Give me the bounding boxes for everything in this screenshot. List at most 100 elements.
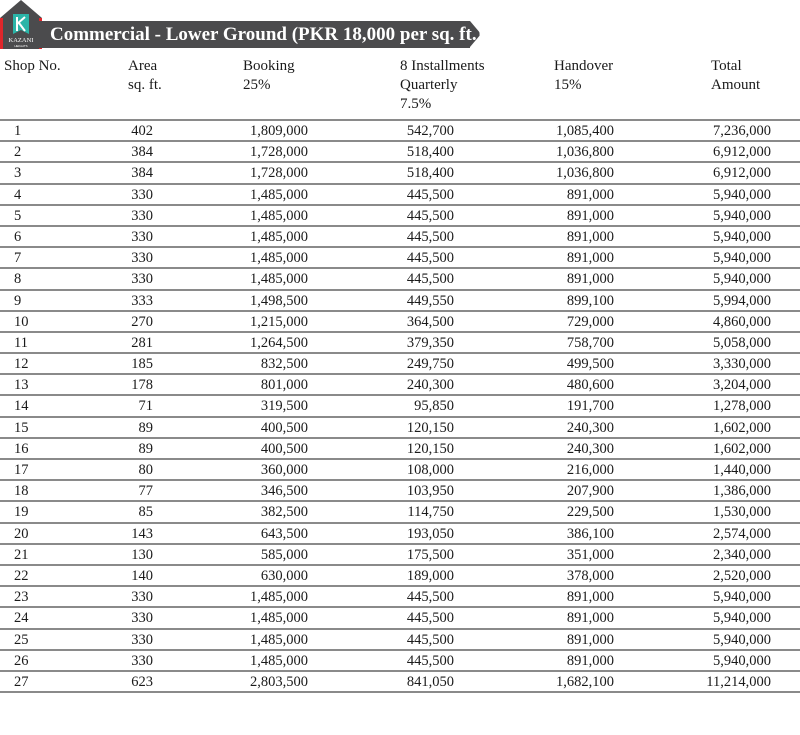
table-row: 6 330 1,485,000 445,500 891,000 5,940,000 bbox=[0, 224, 800, 246]
cell-handover: 891,000 bbox=[566, 186, 614, 203]
cell-handover: 191,700 bbox=[566, 398, 614, 415]
cell-handover: 891,000 bbox=[566, 631, 614, 648]
cell-installment: 542,700 bbox=[406, 123, 454, 139]
cell-area: 178 bbox=[131, 377, 153, 394]
cell-installment: 445,500 bbox=[406, 207, 454, 224]
cell-area: 330 bbox=[131, 652, 153, 669]
cell-installment: 249,750 bbox=[406, 356, 454, 373]
cell-area: 85 bbox=[138, 504, 154, 521]
cell-handover: 207,900 bbox=[566, 483, 614, 500]
cell-area: 330 bbox=[131, 271, 153, 288]
table-row: 5 330 1,485,000 445,500 891,000 5,940,000 bbox=[0, 203, 800, 225]
cell-shop-no: 27 bbox=[14, 673, 29, 690]
cell-handover: 216,000 bbox=[566, 462, 614, 478]
cell-shop-no: 26 bbox=[14, 652, 29, 669]
cell-total: 5,940,000 bbox=[713, 652, 771, 669]
cell-shop-no: 9 bbox=[14, 292, 22, 309]
cell-installment: 103,950 bbox=[406, 483, 454, 500]
cell-total: 3,330,000 bbox=[713, 356, 771, 373]
cell-area: 333 bbox=[131, 292, 153, 309]
cell-shop-no: 24 bbox=[14, 610, 29, 627]
cell-handover: 229,500 bbox=[566, 504, 614, 521]
cell-handover: 499,500 bbox=[566, 356, 614, 373]
cell-handover: 891,000 bbox=[566, 207, 614, 224]
cell-shop-no: 14 bbox=[14, 398, 29, 415]
table-row: 19 85 382,500 114,750 229,500 1,530,000 bbox=[0, 500, 800, 521]
cell-shop-no: 17 bbox=[14, 462, 29, 478]
cell-booking: 1,498,500 bbox=[250, 292, 308, 309]
table-row: 23 330 1,485,000 445,500 891,000 5,940,000 bbox=[0, 585, 800, 606]
cell-total: 5,940,000 bbox=[713, 207, 771, 224]
cell-booking: 400,500 bbox=[260, 440, 308, 457]
cell-shop-no: 2 bbox=[14, 144, 22, 161]
cell-shop-no: 22 bbox=[14, 567, 29, 584]
cell-booking: 832,500 bbox=[260, 356, 308, 373]
table-row: 9 333 1,498,500 449,550 899,100 5,994,000 bbox=[0, 288, 800, 310]
table-row: 26 330 1,485,000 445,500 891,000 5,940,000 bbox=[0, 648, 800, 670]
cell-total: 6,912,000 bbox=[713, 144, 771, 161]
cell-area: 185 bbox=[131, 356, 153, 373]
cell-installment: 175,500 bbox=[406, 546, 454, 563]
table-row: 13 178 801,000 240,300 480,600 3,204,000 bbox=[0, 373, 800, 394]
cell-area: 71 bbox=[138, 398, 154, 415]
cell-total: 5,940,000 bbox=[713, 250, 771, 267]
cell-total: 5,940,000 bbox=[713, 186, 771, 203]
header-installments: 8 Installments Quarterly 7.5% bbox=[400, 58, 485, 112]
cell-handover: 899,100 bbox=[566, 292, 614, 309]
cell-booking: 1,485,000 bbox=[250, 271, 308, 288]
cell-area: 281 bbox=[131, 334, 153, 351]
cell-total: 1,602,000 bbox=[713, 440, 771, 457]
cell-total: 6,912,000 bbox=[713, 165, 771, 182]
cell-installment: 445,500 bbox=[406, 186, 454, 203]
cell-shop-no: 15 bbox=[14, 419, 29, 436]
cell-booking: 630,000 bbox=[260, 567, 308, 584]
cell-total: 5,940,000 bbox=[713, 631, 771, 648]
cell-area: 384 bbox=[131, 144, 153, 161]
cell-handover: 351,000 bbox=[566, 546, 614, 563]
cell-shop-no: 5 bbox=[14, 207, 22, 224]
cell-booking: 1,485,000 bbox=[250, 250, 308, 267]
cell-handover: 1,036,800 bbox=[556, 165, 614, 182]
cell-total: 2,520,000 bbox=[713, 567, 771, 584]
table-row: 18 77 346,500 103,950 207,900 1,386,000 bbox=[0, 479, 800, 500]
banner-arrow bbox=[470, 21, 481, 47]
cell-total: 5,940,000 bbox=[713, 610, 771, 627]
cell-shop-no: 6 bbox=[14, 228, 22, 245]
cell-installment: 449,550 bbox=[406, 292, 454, 309]
kazani-logo: KAZANI HEIGHTS bbox=[0, 0, 42, 49]
cell-area: 89 bbox=[138, 419, 154, 436]
cell-area: 330 bbox=[131, 589, 153, 606]
cell-shop-no: 4 bbox=[14, 186, 22, 203]
cell-booking: 643,500 bbox=[260, 525, 308, 542]
table-row: 20 143 643,500 193,050 386,100 2,574,000 bbox=[0, 521, 800, 543]
cell-handover: 891,000 bbox=[566, 652, 614, 669]
cell-shop-no: 16 bbox=[14, 440, 29, 457]
cell-shop-no: 20 bbox=[14, 525, 29, 542]
table-row: 24 330 1,485,000 445,500 891,000 5,940,000 bbox=[0, 606, 800, 627]
table-row: 8 330 1,485,000 445,500 891,000 5,940,000 bbox=[0, 267, 800, 288]
cell-shop-no: 12 bbox=[14, 356, 29, 373]
cell-booking: 382,500 bbox=[260, 504, 308, 521]
cell-installment: 379,350 bbox=[406, 334, 454, 351]
header-booking: Booking 25% bbox=[243, 58, 295, 93]
cell-shop-no: 11 bbox=[14, 334, 28, 351]
table-row: 11 281 1,264,500 379,350 758,700 5,058,000 bbox=[0, 330, 800, 352]
cell-shop-no: 3 bbox=[14, 165, 22, 182]
cell-shop-no: 25 bbox=[14, 631, 29, 648]
cell-installment: 189,000 bbox=[406, 567, 454, 584]
cell-handover: 1,036,800 bbox=[556, 144, 614, 161]
title-banner bbox=[38, 21, 470, 48]
table-row: 22 140 630,000 189,000 378,000 2,520,000 bbox=[0, 563, 800, 585]
cell-booking: 346,500 bbox=[260, 483, 308, 500]
cell-booking: 1,485,000 bbox=[250, 610, 308, 627]
table-row: 17 80 360,000 108,000 216,000 1,440,000 bbox=[0, 458, 800, 479]
table-row: 2 384 1,728,000 518,400 1,036,800 6,912,000 bbox=[0, 140, 800, 161]
cell-area: 384 bbox=[131, 165, 153, 182]
table-row: 3 384 1,728,000 518,400 1,036,800 6,912,000 bbox=[0, 161, 800, 182]
cell-booking: 1,215,000 bbox=[250, 313, 308, 330]
header-total: Total Amount bbox=[711, 58, 761, 93]
cell-total: 5,058,000 bbox=[713, 334, 771, 351]
cell-total: 1,278,000 bbox=[713, 398, 771, 415]
cell-shop-no: 7 bbox=[14, 250, 22, 267]
cell-booking: 1,728,000 bbox=[250, 165, 308, 182]
